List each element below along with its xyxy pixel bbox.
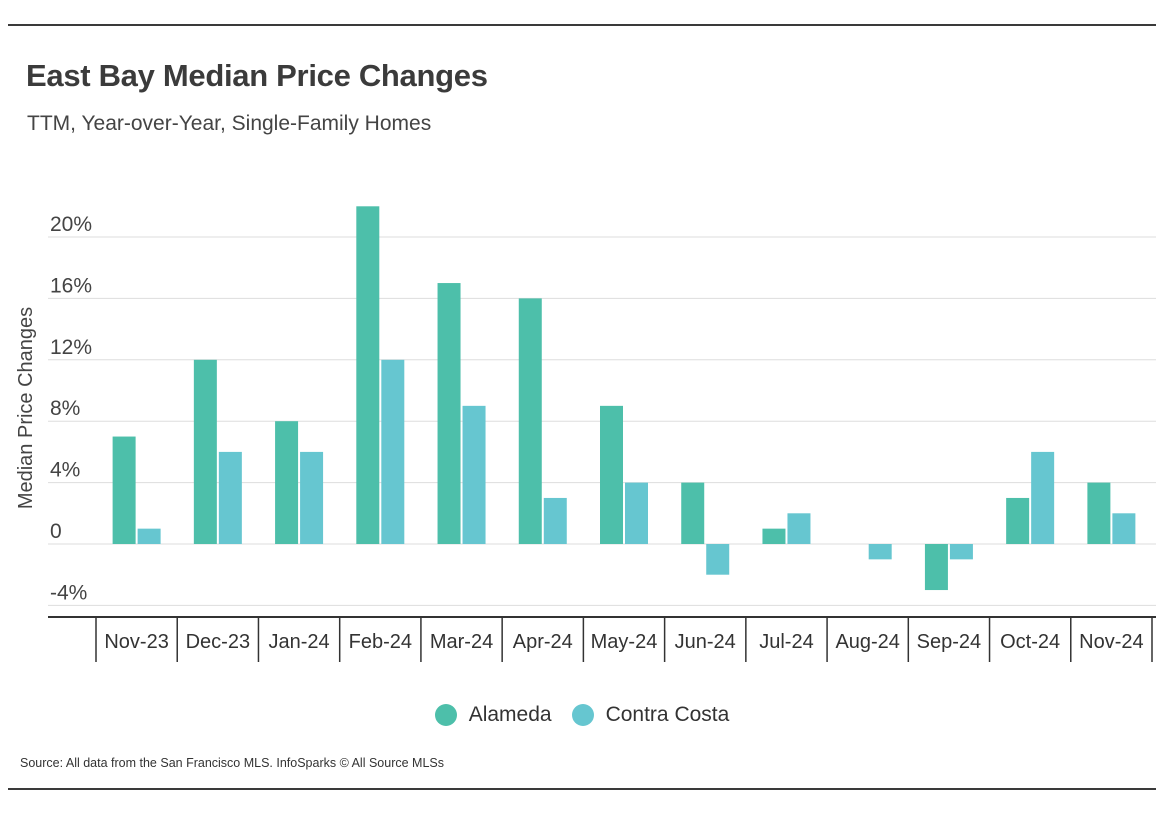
source-note: Source: All data from the San Francisco …	[20, 756, 444, 770]
bar-alameda-jan-24	[275, 421, 299, 544]
bar-contra-costa-may-24	[625, 482, 648, 544]
bar-alameda-may-24	[600, 405, 623, 544]
bar-alameda-nov-23	[112, 436, 136, 544]
y-tick-label: 4%	[50, 459, 80, 482]
x-tick-label: May-24	[591, 631, 658, 653]
bar-contra-costa-dec-23	[218, 451, 242, 544]
legend-item-alameda: Alameda	[434, 703, 552, 727]
legend: Alameda Contra Costa	[0, 703, 1164, 727]
bar-alameda-jun-24	[681, 482, 705, 544]
legend-swatch-contra-costa	[571, 704, 594, 726]
bar-alameda-dec-23	[193, 359, 217, 544]
x-tick-label: Aug-24	[835, 631, 900, 653]
bottom-rule	[8, 788, 1156, 790]
top-rule	[8, 24, 1156, 26]
bar-contra-costa-mar-24	[462, 405, 486, 544]
bar-contra-costa-oct-24	[1031, 451, 1055, 544]
legend-swatch-alameda	[434, 704, 457, 726]
y-tick-label: 0	[50, 520, 62, 543]
x-tick-label: Sep-24	[917, 631, 982, 653]
x-tick-label: Feb-24	[349, 631, 412, 653]
bar-alameda-sep-24	[924, 544, 948, 591]
bar-alameda-feb-24	[356, 206, 380, 545]
x-tick-label: Dec-23	[186, 631, 250, 653]
x-tick-label: Oct-24	[1000, 631, 1060, 653]
y-tick-label: -4%	[50, 581, 87, 604]
x-tick-label: Jan-24	[268, 631, 329, 653]
x-tick-label: Jun-24	[675, 631, 736, 653]
x-tick-label: Nov-23	[104, 631, 168, 653]
bar-contra-costa-feb-24	[381, 359, 405, 544]
bar-contra-costa-aug-24	[868, 544, 892, 560]
bar-alameda-oct-24	[1006, 497, 1030, 544]
legend-label-alameda: Alameda	[468, 703, 552, 726]
legend-item-contra-costa: Contra Costa	[571, 703, 730, 727]
bar-contra-costa-sep-24	[949, 544, 973, 560]
bar-contra-costa-jan-24	[300, 451, 324, 544]
chart-subtitle: TTM, Year-over-Year, Single-Family Homes	[27, 112, 432, 135]
x-tick-label: Nov-24	[1079, 631, 1143, 653]
bar-alameda-nov-24	[1087, 482, 1111, 544]
y-axis-label: Median Price Changes	[15, 307, 37, 509]
bar-alameda-apr-24	[518, 298, 542, 544]
bar-contra-costa-apr-24	[543, 497, 567, 544]
y-tick-label: 8%	[50, 397, 80, 420]
bar-alameda-jul-24	[762, 528, 786, 544]
x-tick-label: Apr-24	[513, 631, 573, 653]
bar-alameda-mar-24	[437, 283, 461, 544]
y-tick-label: 12%	[50, 336, 92, 359]
x-tick-label: Jul-24	[759, 631, 813, 653]
bar-contra-costa-nov-23	[137, 528, 161, 544]
bar-contra-costa-jun-24	[706, 544, 730, 575]
legend-label-contra-costa: Contra Costa	[605, 703, 730, 726]
bar-contra-costa-nov-24	[1112, 513, 1136, 544]
bar-chart: 20% 16% 12% 8% 4% 0 -4% Median Price Changes Nov…	[15, 206, 1156, 662]
bar-contra-costa-jul-24	[787, 513, 811, 544]
y-tick-label: 16%	[50, 274, 92, 297]
x-tick-label: Mar-24	[430, 631, 493, 653]
y-tick-label: 20%	[50, 213, 92, 236]
chart-title: East Bay Median Price Changes	[26, 58, 488, 93]
